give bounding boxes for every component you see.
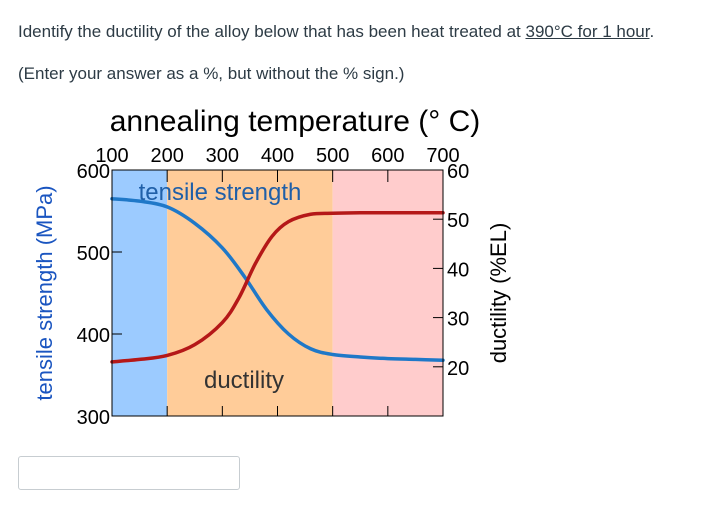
answer-input[interactable] [18,456,240,490]
x-tick-label-300: 300 [206,145,239,167]
y-left-tick-label-400: 400 [77,325,110,347]
series-label-tensile-strength: tensile strength [139,179,302,206]
temperature-region-1 [112,170,168,416]
question-suffix: . [649,22,655,41]
x-tick-label-600: 600 [371,145,404,167]
question-prefix: Identify the ductility of the alloy belo… [18,22,526,41]
y-right-tick-label-20: 20 [447,358,469,380]
temperature-region-2 [167,170,333,416]
y-left-axis-title: tensile strength (MPa) [32,185,57,400]
y-left-tick-label-600: 600 [77,161,110,183]
y-right-axis-title: ductility (%EL) [486,223,511,364]
y-right-tick-label-60: 60 [447,161,469,183]
x-tick-label-400: 400 [261,145,294,167]
question-text: Identify the ductility of the alloy belo… [18,22,654,42]
x-tick-label-700: 700 [426,145,459,167]
series-label-ductility: ductility [204,367,284,394]
question-condition-link[interactable]: 390°C for 1 hour [525,22,650,41]
x-axis-title: annealing temperature (° C) [110,105,481,138]
y-right-tick-label-30: 30 [447,309,469,331]
x-tick-label-100: 100 [95,145,128,167]
ductility-line [110,211,445,364]
tensile-strength-line [110,196,445,362]
y-right-tick-label-50: 50 [447,210,469,232]
x-tick-label-200: 200 [150,145,183,167]
temperature-region-3 [332,170,443,416]
y-left-tick-label-300: 300 [77,407,110,429]
x-tick-label-500: 500 [316,145,349,167]
y-left-tick-label-500: 500 [77,243,110,265]
y-right-tick-label-40: 40 [447,259,469,281]
plot-frame [111,169,444,417]
answer-hint: (Enter your answer as a %, but without t… [18,64,405,83]
